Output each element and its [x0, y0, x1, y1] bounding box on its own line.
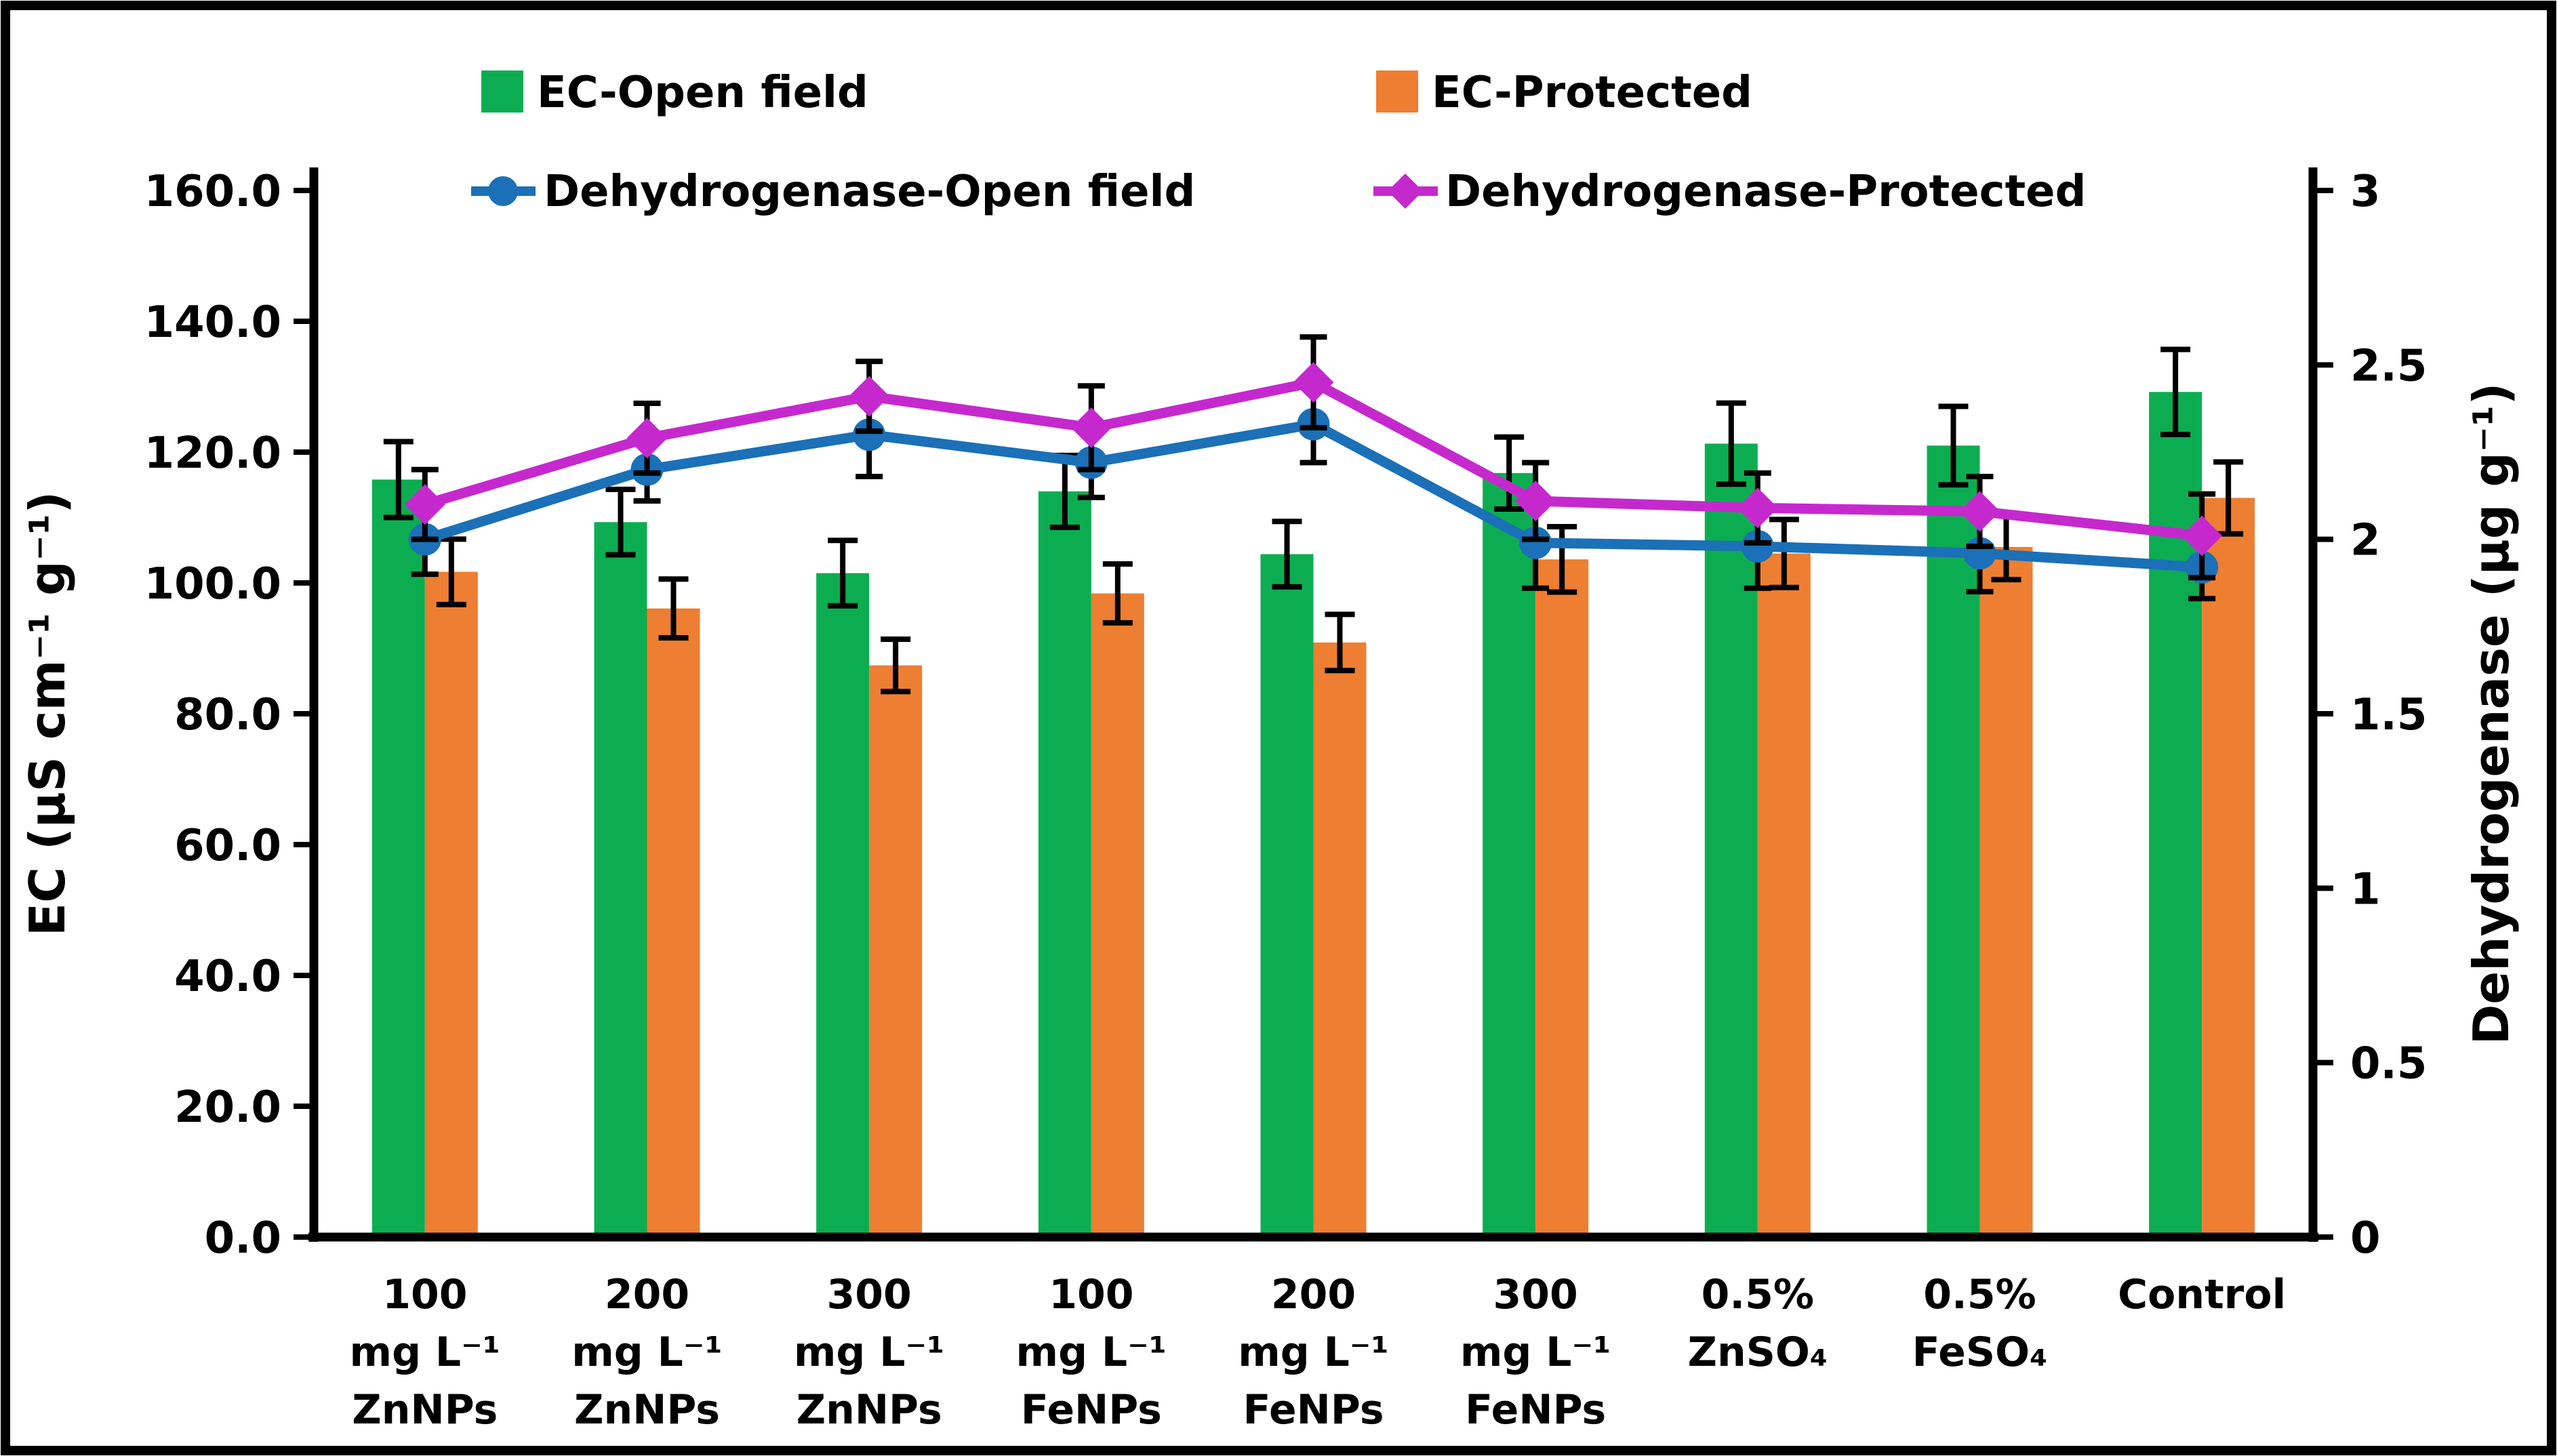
x-category-label-3-line-1: 300 — [827, 1271, 912, 1318]
bar-ec-protected-9 — [2202, 498, 2255, 1237]
x-category-label-1-line-1: 100 — [382, 1271, 467, 1318]
x-category-label-4-line-3: FeNPs — [1021, 1386, 1162, 1434]
marker-dehydrogenase-open-field-7 — [1741, 529, 1774, 563]
x-category-label-2-line-1: 200 — [605, 1271, 689, 1318]
left-axis-tick-label-8: 0.0 — [205, 1213, 281, 1263]
legend-swatch-ec-open-field — [481, 70, 523, 113]
x-category-label-5-line-1: 200 — [1271, 1271, 1356, 1318]
x-category-label-8-line-2: FeSO₄ — [1912, 1329, 2048, 1376]
legend-label-ec-protected: EC-Protected — [1432, 68, 1752, 118]
legend-label-ec-open-field: EC-Open field — [537, 68, 868, 118]
legend-marker-dehydrogenase-protected — [1388, 174, 1423, 209]
marker-dehydrogenase-protected-2 — [626, 418, 668, 459]
legend-label-dehydrogenase-protected: Dehydrogenase-Protected — [1445, 167, 2086, 217]
left-axis-tick-label-0: 160.0 — [144, 167, 281, 217]
right-axis-tick-label-4: 1 — [2350, 864, 2381, 914]
bar-ec-protected-8 — [1979, 546, 2033, 1237]
right-axis-tick-label-2: 2 — [2350, 516, 2381, 566]
bar-ec-protected-1 — [424, 571, 478, 1237]
right-axis-tick-label-6: 0 — [2350, 1213, 2381, 1263]
right-axis-tick-label-3: 1.5 — [2350, 690, 2427, 740]
bar-ec-protected-3 — [869, 665, 923, 1237]
x-category-label-8-line-1: 0.5% — [1923, 1271, 2036, 1318]
x-category-label-2-line-3: ZnNPs — [574, 1386, 720, 1434]
left-axis-tick-label-4: 80.0 — [174, 690, 281, 740]
x-category-label-4-line-2: mg L⁻¹ — [1016, 1329, 1167, 1376]
legend-swatch-ec-protected — [1376, 70, 1418, 113]
right-axis-tick-label-1: 2.5 — [2350, 341, 2427, 391]
marker-dehydrogenase-protected-7 — [1737, 487, 1778, 529]
x-category-label-7-line-1: 0.5% — [1702, 1271, 1814, 1318]
marker-dehydrogenase-protected-5 — [1293, 362, 1334, 403]
x-category-label-5-line-2: mg L⁻¹ — [1238, 1329, 1389, 1376]
bar-ec-open-field-6 — [1483, 472, 1536, 1237]
left-axis-title: EC (µS cm⁻¹ g⁻¹) — [19, 491, 76, 936]
bar-ec-open-field-2 — [594, 522, 647, 1237]
left-axis-tick-label-2: 120.0 — [144, 428, 281, 479]
x-category-label-6-line-3: FeNPs — [1465, 1386, 1606, 1434]
left-axis-tick-label-1: 140.0 — [144, 298, 281, 348]
left-axis-tick-label-6: 40.0 — [174, 952, 281, 1002]
bar-ec-open-field-4 — [1038, 491, 1091, 1237]
bar-ec-open-field-1 — [371, 479, 425, 1237]
left-axis-tick-label-3: 100.0 — [144, 559, 281, 609]
bar-ec-open-field-5 — [1260, 554, 1314, 1237]
x-category-label-6-line-1: 300 — [1493, 1271, 1578, 1318]
marker-dehydrogenase-protected-1 — [404, 484, 445, 525]
bar-ec-open-field-8 — [1927, 445, 1980, 1237]
bar-ec-open-field-9 — [2149, 392, 2202, 1237]
marker-dehydrogenase-protected-6 — [1515, 481, 1556, 522]
right-axis-tick-label-5: 0.5 — [2350, 1039, 2427, 1089]
x-category-label-3-line-3: ZnNPs — [797, 1386, 942, 1434]
x-category-label-9-line-1: Control — [2118, 1271, 2286, 1318]
x-category-label-4-line-1: 100 — [1049, 1271, 1133, 1318]
x-category-label-2-line-2: mg L⁻¹ — [571, 1329, 723, 1376]
legend-marker-dehydrogenase-open-field — [488, 176, 518, 206]
marker-dehydrogenase-protected-3 — [849, 376, 890, 417]
x-category-label-5-line-3: FeNPs — [1243, 1386, 1384, 1434]
bar-ec-open-field-3 — [816, 573, 870, 1237]
left-axis-tick-label-7: 20.0 — [174, 1083, 281, 1133]
marker-dehydrogenase-open-field-6 — [1519, 526, 1552, 559]
bar-ec-protected-2 — [647, 608, 700, 1237]
x-category-label-1-line-3: ZnNPs — [352, 1386, 498, 1434]
x-category-label-7-line-2: ZnSO₄ — [1687, 1329, 1828, 1376]
x-category-label-3-line-2: mg L⁻¹ — [794, 1329, 945, 1376]
x-category-label-1-line-2: mg L⁻¹ — [350, 1329, 501, 1376]
marker-dehydrogenase-protected-9 — [2181, 515, 2223, 557]
bar-ec-open-field-7 — [1704, 443, 1758, 1237]
legend-label-dehydrogenase-open-field: Dehydrogenase-Open field — [544, 167, 1195, 217]
marker-dehydrogenase-protected-4 — [1070, 407, 1112, 448]
marker-dehydrogenase-protected-8 — [1959, 491, 2000, 532]
right-axis-tick-label-0: 3 — [2350, 167, 2381, 217]
left-axis-tick-label-5: 60.0 — [174, 821, 281, 871]
bar-ec-protected-7 — [1757, 553, 1811, 1237]
marker-dehydrogenase-open-field-3 — [853, 418, 886, 451]
bar-ec-protected-6 — [1535, 559, 1589, 1237]
bar-ec-protected-5 — [1313, 642, 1367, 1237]
bar-ec-protected-4 — [1091, 593, 1144, 1237]
x-category-label-6-line-2: mg L⁻¹ — [1460, 1329, 1611, 1376]
right-axis-title: Dehydrogenase (µg g⁻¹) — [2463, 383, 2520, 1045]
